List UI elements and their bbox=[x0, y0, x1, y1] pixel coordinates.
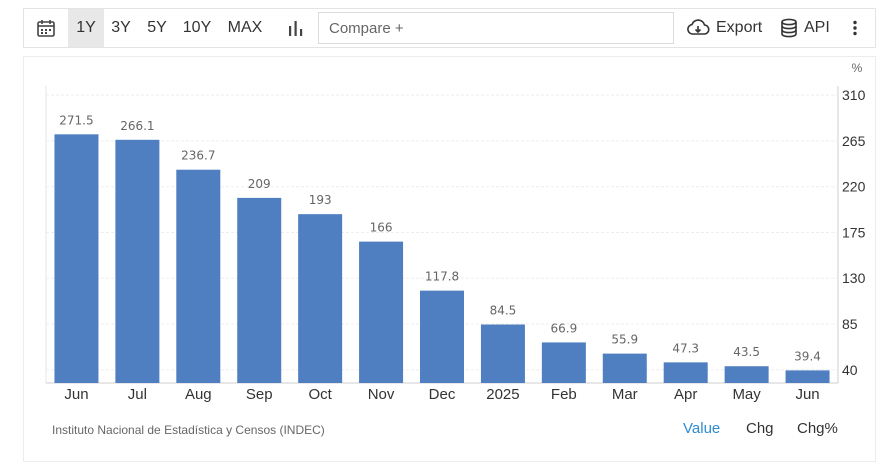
chart-panel bbox=[23, 56, 876, 462]
y-tick-label: 40 bbox=[842, 362, 858, 378]
unit-label: % bbox=[852, 61, 863, 75]
cloud-download-icon bbox=[686, 19, 710, 37]
bar bbox=[115, 139, 160, 383]
tab-value[interactable]: Value bbox=[683, 420, 721, 437]
x-tick-label: 2025 bbox=[486, 386, 519, 403]
x-tick-label: Nov bbox=[368, 386, 395, 403]
chart-type-icon[interactable] bbox=[284, 9, 308, 47]
source-label: Instituto Nacional de Estadística y Cens… bbox=[52, 423, 325, 437]
y-tick-label: 130 bbox=[842, 270, 866, 286]
bar bbox=[237, 197, 282, 383]
bar bbox=[785, 370, 830, 383]
bar-value-label: 266.1 bbox=[120, 119, 154, 133]
x-tick-label: Jun bbox=[64, 386, 88, 403]
range-3y-button[interactable]: 3Y bbox=[111, 19, 131, 36]
bar bbox=[298, 214, 343, 383]
tab-chg-percent[interactable]: Chg% bbox=[797, 420, 838, 437]
x-tick-label: Dec bbox=[429, 386, 456, 403]
y-tick-label: 85 bbox=[842, 316, 858, 332]
bar-value-label: 66.9 bbox=[550, 321, 577, 335]
compare-input[interactable] bbox=[318, 12, 674, 44]
export-label: Export bbox=[716, 19, 763, 36]
x-tick-label: Jul bbox=[128, 386, 147, 403]
x-tick-label: Jun bbox=[795, 386, 819, 403]
range-1y-button[interactable]: 1Y bbox=[68, 9, 104, 47]
bar bbox=[724, 366, 769, 383]
bar bbox=[480, 324, 525, 383]
bar-value-label: 39.4 bbox=[794, 349, 821, 363]
api-button[interactable]: API bbox=[780, 9, 830, 47]
range-5y-button[interactable]: 5Y bbox=[147, 19, 167, 36]
x-tick-label: Sep bbox=[246, 386, 273, 403]
range-max-button[interactable]: MAX bbox=[227, 19, 263, 36]
y-tick-label: 310 bbox=[842, 87, 866, 103]
calendar-icon[interactable] bbox=[34, 9, 58, 47]
x-tick-label: Oct bbox=[308, 386, 332, 403]
more-options-icon[interactable] bbox=[848, 9, 862, 47]
y-tick-label: 265 bbox=[842, 133, 866, 149]
bar-value-label: 117.8 bbox=[425, 270, 459, 284]
range-10y-button[interactable]: 10Y bbox=[182, 19, 212, 36]
x-tick-label: Aug bbox=[185, 386, 212, 403]
database-icon bbox=[780, 18, 798, 38]
bar bbox=[420, 290, 464, 383]
bar-value-label: 47.3 bbox=[672, 341, 699, 355]
chart-toolbar: 1Y 3Y 5Y 10Y MAX Export bbox=[23, 8, 876, 48]
bar bbox=[359, 241, 404, 383]
x-tick-label: May bbox=[732, 386, 761, 403]
y-tick-label: 220 bbox=[842, 179, 866, 195]
bar bbox=[176, 169, 221, 383]
bar-value-label: 84.5 bbox=[490, 304, 517, 318]
bar-value-label: 55.9 bbox=[611, 333, 638, 347]
x-tick-label: Feb bbox=[551, 386, 577, 403]
bar-value-label: 193 bbox=[309, 193, 332, 207]
bar bbox=[602, 353, 647, 383]
bar-value-label: 209 bbox=[248, 177, 271, 191]
bar-value-label: 43.5 bbox=[733, 345, 760, 359]
bar bbox=[541, 342, 586, 383]
api-label: API bbox=[804, 19, 830, 36]
tab-chg[interactable]: Chg bbox=[746, 420, 774, 437]
bar-value-label: 236.7 bbox=[181, 149, 215, 163]
bar-value-label: 166 bbox=[370, 221, 393, 235]
y-tick-label: 175 bbox=[842, 224, 866, 240]
bar bbox=[663, 362, 708, 383]
export-button[interactable]: Export bbox=[686, 9, 762, 47]
bar bbox=[54, 134, 99, 383]
x-tick-label: Apr bbox=[674, 386, 697, 403]
x-tick-label: Mar bbox=[612, 386, 638, 403]
bar-value-label: 271.5 bbox=[59, 113, 93, 127]
